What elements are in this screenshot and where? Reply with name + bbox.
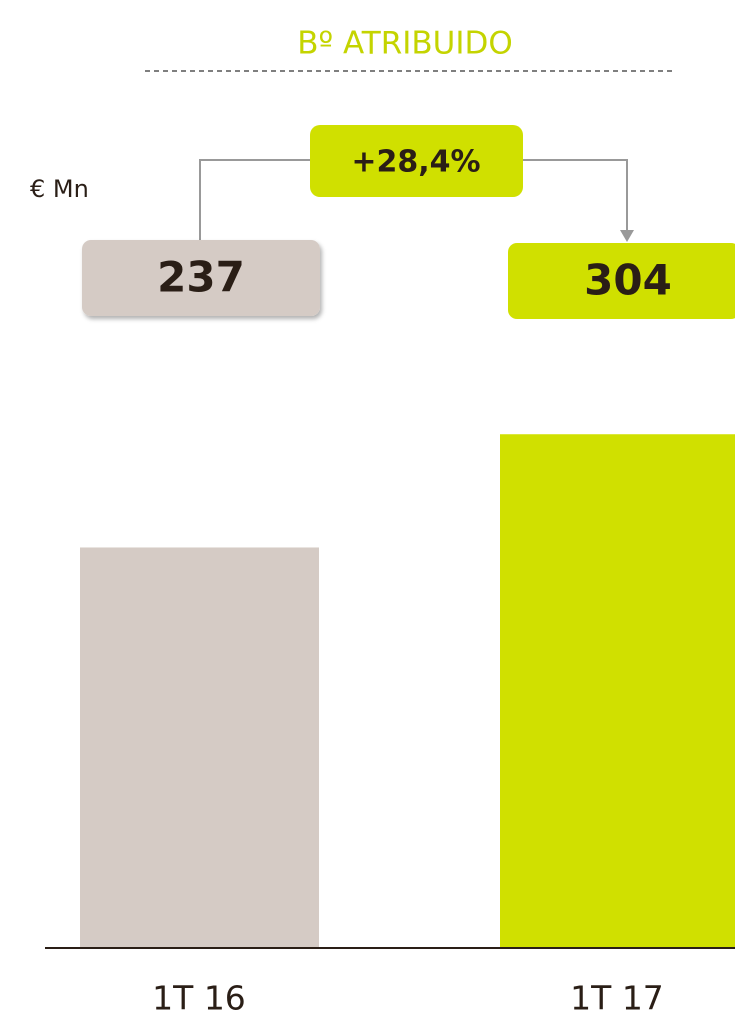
value-label: 304: [584, 256, 672, 305]
annotation: +28,4%: [351, 145, 480, 180]
value-label: 237: [157, 253, 245, 302]
x-tick-label: 1T 17: [570, 979, 664, 1018]
bar: [80, 547, 319, 948]
value-box: [82, 240, 320, 316]
annotation-box: [310, 125, 523, 197]
connector: [199, 159, 310, 240]
bar: [500, 434, 735, 948]
value-box: [508, 243, 735, 319]
x-tick-label: 1T 16: [152, 979, 246, 1018]
connector: [523, 159, 628, 232]
chart-title: Bº ATRIBUIDO: [297, 26, 513, 62]
unit-label: € Mn: [30, 175, 89, 203]
arrow-head: [620, 230, 634, 242]
